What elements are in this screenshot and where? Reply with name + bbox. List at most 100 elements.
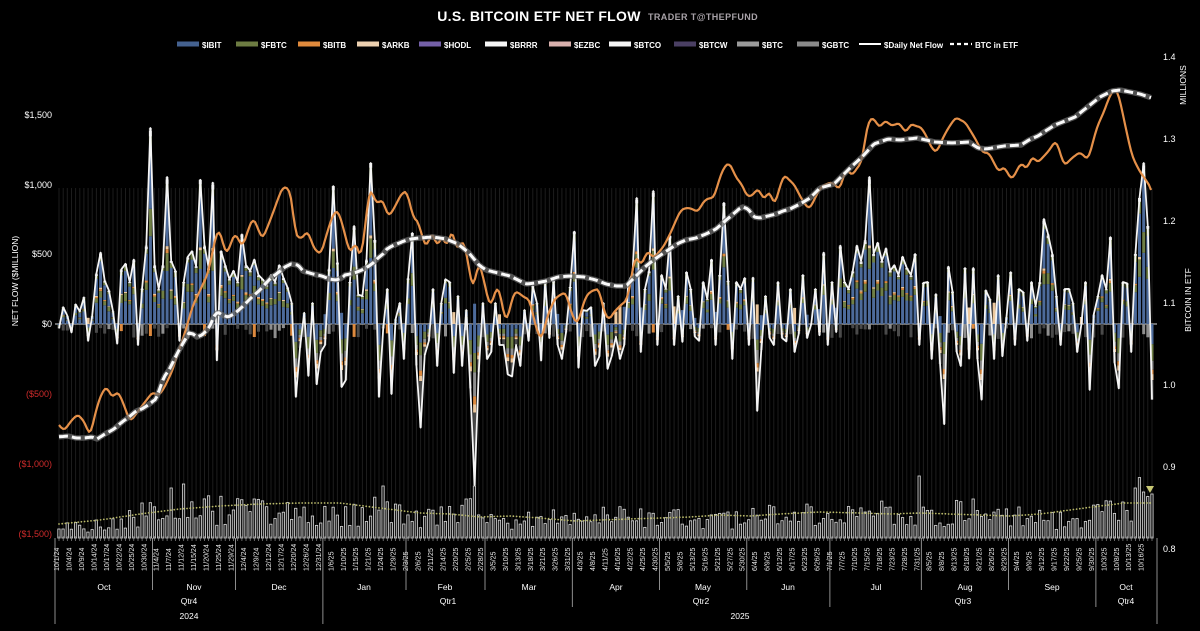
svg-text:$BTCW: $BTCW	[699, 41, 728, 50]
svg-text:MILLIONS: MILLIONS	[1178, 65, 1188, 105]
svg-text:0.9: 0.9	[1163, 462, 1176, 472]
svg-text:Apr: Apr	[609, 582, 622, 592]
svg-text:11/15/24: 11/15/24	[191, 544, 198, 571]
svg-text:BTC in ETF: BTC in ETF	[975, 41, 1018, 50]
svg-text:10/14/24: 10/14/24	[91, 544, 98, 571]
svg-text:12/12/24: 12/12/24	[266, 544, 273, 571]
svg-text:$500: $500	[32, 249, 52, 259]
svg-text:Qtr4: Qtr4	[1118, 596, 1135, 606]
svg-text:11/4/24: 11/4/24	[154, 548, 161, 571]
svg-text:$Daily Net Flow: $Daily Net Flow	[884, 41, 944, 50]
svg-text:4/8/25: 4/8/25	[590, 551, 597, 571]
svg-text:8/13/25: 8/13/25	[952, 548, 959, 571]
svg-text:NET FLOW ($MILLION): NET FLOW ($MILLION)	[10, 236, 20, 327]
svg-text:4/30/25: 4/30/25	[652, 548, 659, 571]
svg-text:12/9/24: 12/9/24	[254, 548, 261, 571]
svg-text:Qtr1: Qtr1	[440, 596, 457, 606]
svg-text:10/30/24: 10/30/24	[141, 544, 148, 571]
svg-text:5/8/25: 5/8/25	[677, 551, 684, 571]
svg-text:1/29/25: 1/29/25	[391, 548, 398, 571]
svg-text:10/22/24: 10/22/24	[116, 544, 123, 571]
svg-text:5/21/25: 5/21/25	[715, 548, 722, 571]
svg-text:5/16/25: 5/16/25	[702, 548, 709, 571]
svg-text:5/5/25: 5/5/25	[665, 551, 672, 571]
svg-text:8/5/25: 8/5/25	[927, 551, 934, 571]
svg-text:10/8/25: 10/8/25	[1114, 548, 1121, 571]
svg-text:3/13/25: 3/13/25	[515, 548, 522, 571]
svg-text:1.2: 1.2	[1163, 216, 1176, 226]
svg-text:10/3/25: 10/3/25	[1101, 548, 1108, 571]
svg-text:9/4/25: 9/4/25	[1014, 551, 1021, 571]
svg-text:6/26/25: 6/26/25	[815, 548, 822, 571]
svg-text:Sep: Sep	[1044, 582, 1059, 592]
svg-text:7/15/25: 7/15/25	[864, 548, 871, 571]
svg-text:8/18/25: 8/18/25	[964, 548, 971, 571]
svg-text:1/24/25: 1/24/25	[378, 548, 385, 571]
svg-text:8/29/25: 8/29/25	[1002, 548, 1009, 571]
svg-text:11/29/24: 11/29/24	[229, 544, 236, 571]
svg-text:3/10/25: 3/10/25	[503, 548, 510, 571]
svg-text:4/3/25: 4/3/25	[578, 551, 585, 571]
svg-text:$GBTC: $GBTC	[822, 41, 849, 50]
svg-text:Oct: Oct	[1119, 582, 1133, 592]
svg-text:4/22/25: 4/22/25	[628, 548, 635, 571]
svg-text:TRADER T@THEPFUND: TRADER T@THEPFUND	[648, 12, 758, 22]
svg-text:9/12/25: 9/12/25	[1039, 548, 1046, 571]
svg-text:$1,000: $1,000	[24, 180, 52, 190]
svg-text:3/31/25: 3/31/25	[565, 548, 572, 571]
svg-text:8/21/25: 8/21/25	[977, 548, 984, 571]
svg-text:$IBIT: $IBIT	[202, 41, 222, 50]
svg-text:Oct: Oct	[97, 582, 111, 592]
svg-text:11/25/24: 11/25/24	[216, 544, 223, 571]
svg-text:Qtr2: Qtr2	[693, 596, 710, 606]
svg-text:2025: 2025	[731, 611, 750, 621]
svg-text:7/10/25: 7/10/25	[852, 548, 859, 571]
svg-text:($1,500): ($1,500)	[18, 529, 52, 539]
svg-text:11/12/24: 11/12/24	[179, 544, 186, 571]
svg-text:Mar: Mar	[522, 582, 537, 592]
svg-text:$BTC: $BTC	[762, 41, 783, 50]
svg-text:U.S. BITCOIN ETF NET FLOW: U.S. BITCOIN ETF NET FLOW	[437, 8, 641, 24]
svg-text:5/13/25: 5/13/25	[690, 548, 697, 571]
svg-text:7/31/25: 7/31/25	[914, 548, 921, 571]
svg-text:11/7/24: 11/7/24	[166, 548, 173, 571]
svg-text:9/25/25: 9/25/25	[1076, 548, 1083, 571]
svg-text:Qtr4: Qtr4	[181, 596, 198, 606]
svg-text:3/5/25: 3/5/25	[490, 551, 497, 571]
svg-text:3/21/25: 3/21/25	[540, 548, 547, 571]
svg-text:Jun: Jun	[781, 582, 795, 592]
svg-text:9/22/25: 9/22/25	[1064, 548, 1071, 571]
svg-text:$HODL: $HODL	[444, 41, 471, 50]
svg-text:Nov: Nov	[186, 582, 202, 592]
svg-text:Feb: Feb	[438, 582, 453, 592]
svg-text:11/20/24: 11/20/24	[204, 544, 211, 571]
svg-text:9/30/25: 9/30/25	[1089, 548, 1096, 571]
svg-text:12/31/24: 12/31/24	[316, 544, 323, 571]
svg-text:9/17/25: 9/17/25	[1051, 548, 1058, 571]
svg-text:1.4: 1.4	[1163, 52, 1176, 62]
svg-text:1.0: 1.0	[1163, 380, 1176, 390]
svg-text:9/9/25: 9/9/25	[1027, 551, 1034, 571]
svg-text:Qtr3: Qtr3	[955, 596, 972, 606]
svg-text:Aug: Aug	[957, 582, 972, 592]
svg-text:4/11/25: 4/11/25	[603, 548, 610, 571]
svg-text:Jan: Jan	[357, 582, 371, 592]
svg-text:12/20/24: 12/20/24	[291, 544, 298, 571]
svg-text:1.3: 1.3	[1163, 134, 1176, 144]
svg-text:2/14/25: 2/14/25	[441, 548, 448, 571]
svg-text:7/18/25: 7/18/25	[877, 548, 884, 571]
svg-text:2/28/25: 2/28/25	[478, 548, 485, 571]
svg-text:$ARKB: $ARKB	[382, 41, 410, 50]
svg-text:4/25/25: 4/25/25	[640, 548, 647, 571]
svg-text:10/16/25: 10/16/25	[1139, 544, 1146, 571]
svg-text:1/21/25: 1/21/25	[366, 548, 373, 571]
svg-text:10/13/25: 10/13/25	[1126, 544, 1133, 571]
svg-text:($1,000): ($1,000)	[18, 459, 52, 469]
svg-text:$EZBC: $EZBC	[574, 41, 600, 50]
svg-text:$1,500: $1,500	[24, 110, 52, 120]
svg-text:$BRRR: $BRRR	[510, 41, 538, 50]
svg-text:8/26/25: 8/26/25	[989, 548, 996, 571]
svg-text:2/11/25: 2/11/25	[428, 548, 435, 571]
svg-text:BITCOIN IN ETF: BITCOIN IN ETF	[1183, 268, 1193, 332]
svg-text:0.8: 0.8	[1163, 544, 1176, 554]
